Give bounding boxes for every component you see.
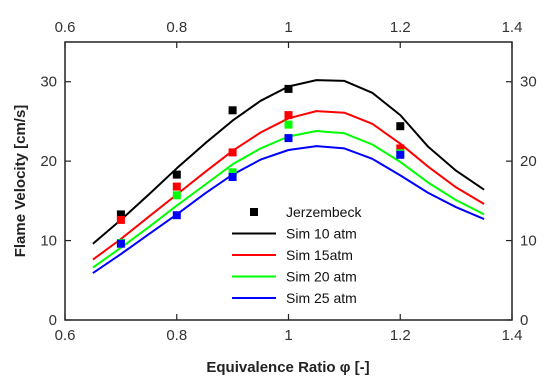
- data-point-1-1: [116, 210, 125, 219]
- y-tick-label: 30: [40, 74, 57, 91]
- data-point-4-4: [284, 134, 293, 143]
- x-tick-label: 1.4: [502, 327, 523, 344]
- legend-label: Sim 15atm: [286, 247, 353, 263]
- data-point-2-5: [396, 144, 405, 153]
- data-point-3-3: [228, 168, 237, 177]
- y-tick-label: 20: [40, 153, 57, 170]
- x-tick-label-top: 1: [284, 19, 292, 36]
- x-tick-label-top: 1.2: [390, 19, 411, 36]
- data-point-4-1: [116, 239, 125, 248]
- x-tick-label: 0.6: [55, 327, 76, 344]
- legend: Jerzembeck Sim 10 atm Sim 15atm Sim 20 atm S…: [232, 204, 362, 306]
- legend-label: Sim 20 atm: [286, 269, 357, 285]
- data-point-1-4: [284, 84, 293, 93]
- legend-label: Jerzembeck: [286, 204, 362, 220]
- data-point-2-3: [228, 148, 237, 157]
- x-tick-label: 0.8: [166, 327, 187, 344]
- legend-marker: [250, 208, 258, 216]
- data-point-3-4: [284, 120, 293, 129]
- x-tick-label-top: 0.6: [55, 19, 76, 36]
- x-tick-label: 1: [284, 327, 292, 344]
- legend-label: Sim 25 atm: [286, 290, 357, 306]
- y-tick-label-right: 30: [520, 74, 537, 91]
- series-line-4: [92, 145, 485, 274]
- data-point-1-3: [228, 106, 237, 115]
- y-tick-label-right: 20: [520, 153, 537, 170]
- data-point-2-1: [116, 215, 125, 224]
- x-tick-label: 1.2: [390, 327, 411, 344]
- data-point-3-2: [172, 191, 181, 200]
- y-tick-label: 10: [40, 233, 57, 250]
- data-point-2-2: [172, 182, 181, 191]
- data-point-4-2: [172, 211, 181, 220]
- y-axis-title: Flame Velocity [cm/s]: [12, 105, 29, 258]
- x-axis-title: Equivalence Ratio φ [-]: [206, 359, 369, 376]
- x-tick-label-top: 0.8: [166, 19, 187, 36]
- x-tick-label-top: 1.4: [502, 19, 523, 36]
- y-tick-label: 0: [49, 312, 57, 329]
- legend-label: Sim 10 atm: [286, 226, 357, 242]
- data-point-4-3: [228, 173, 237, 181]
- data-point-4-5: [396, 150, 405, 159]
- y-tick-label-right: 10: [520, 233, 537, 250]
- data-point-1-2: [172, 170, 181, 179]
- data-point-1-5: [396, 122, 405, 131]
- marker-layer: [116, 84, 405, 248]
- data-point-2-4: [284, 111, 293, 120]
- y-tick-label-right: 0: [520, 312, 528, 329]
